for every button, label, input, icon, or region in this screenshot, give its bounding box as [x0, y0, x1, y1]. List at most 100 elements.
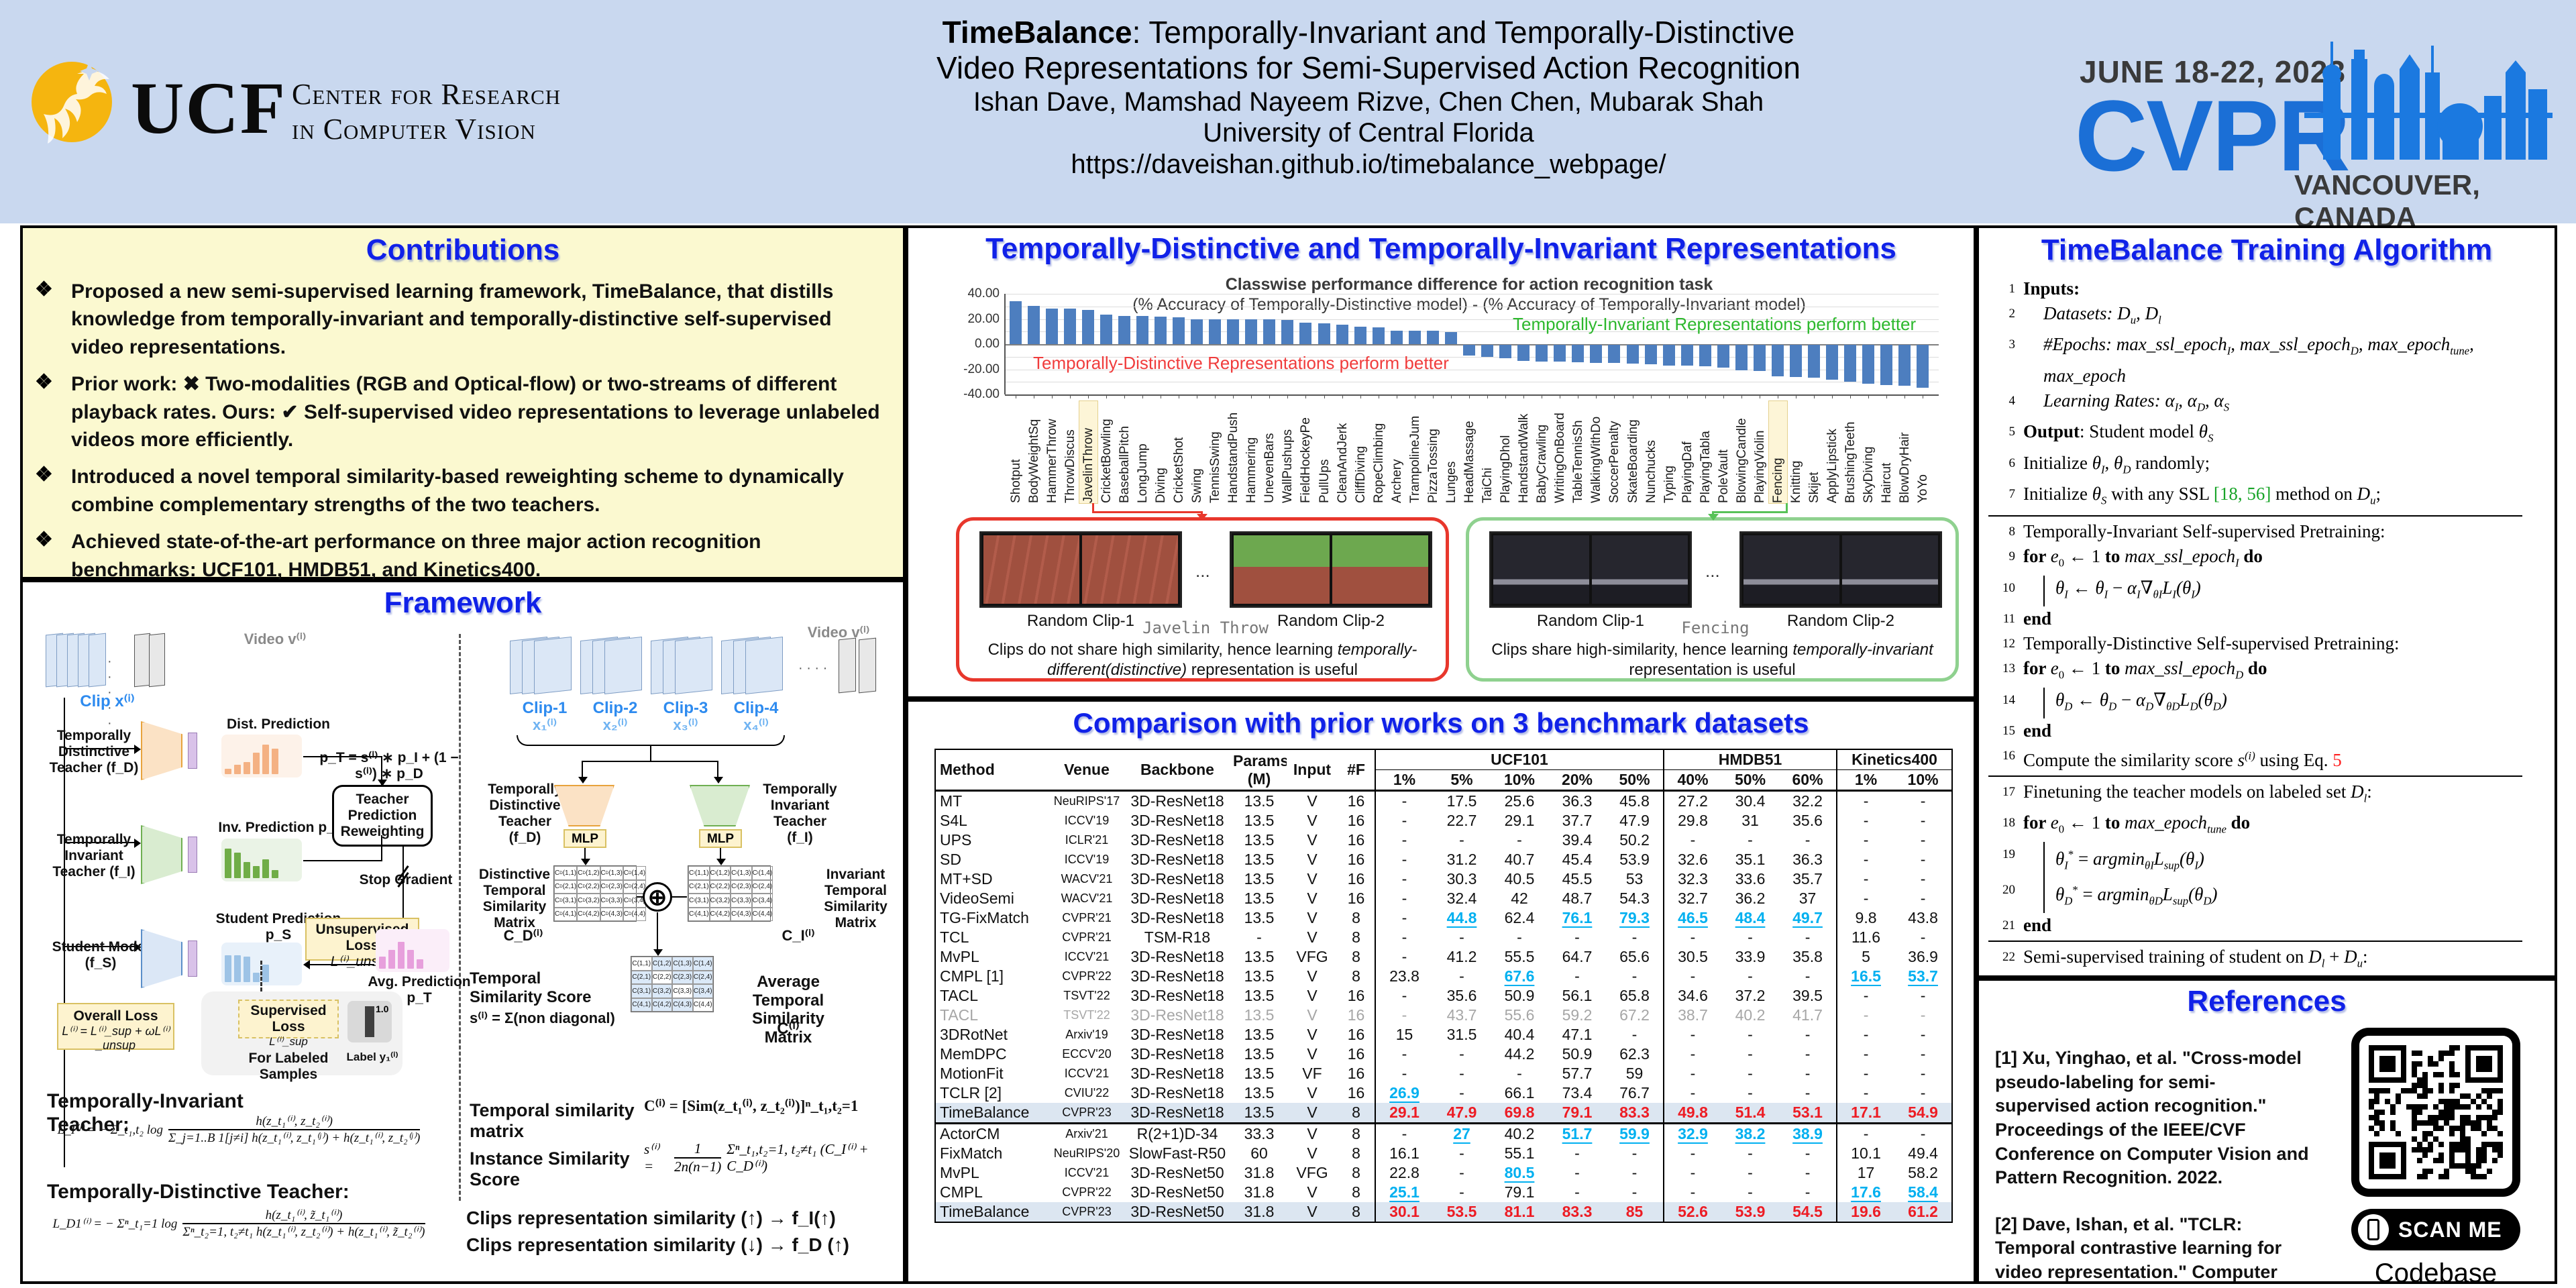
table-cell: -: [1375, 986, 1433, 1006]
reference-item: [2] Dave, Ishan, et al. "TCLR: Temporal …: [1995, 1214, 2282, 1288]
chart-bar: [1063, 308, 1076, 344]
action-label: Fencing: [1681, 619, 1750, 637]
chart-xtick: [1233, 394, 1234, 398]
poster-affiliation: University of Central Florida: [1203, 118, 1534, 148]
table-cell: 30.5: [1663, 947, 1722, 967]
table-row: MT NeuRIPS'17 3D-ResNet18 13.5 V 16-17.5 25.6 3…: [935, 790, 1952, 811]
text-segment: θ: [2092, 452, 2101, 473]
equation-part: 2n(n−1): [674, 1157, 722, 1175]
table-cell: 54.9: [1894, 1103, 1953, 1124]
table-cell: 3D-ResNet18: [1130, 1006, 1224, 1024]
table-cell: 51.4: [1721, 1103, 1780, 1124]
chart-bar: [1554, 345, 1566, 362]
frames-ellipsis: · · · · ·: [107, 654, 112, 731]
text-segment: ✔: [281, 400, 299, 423]
table-cell: 31.8: [1244, 1183, 1275, 1201]
text-segment: θ: [2095, 577, 2104, 598]
text-segment: (i): [2244, 749, 2255, 762]
table-cell: 17.5: [1446, 792, 1477, 810]
table-cell: -: [1375, 790, 1433, 811]
text-segment: ,: [2178, 390, 2188, 411]
pred-bar: [253, 753, 260, 774]
table-cell: 30.3: [1446, 870, 1477, 888]
pred-bar: [234, 765, 241, 774]
overall-loss-box: Overall Loss L⁽ⁱ⁾ = L⁽ⁱ⁾_sup + ωL⁽ⁱ⁾_unsu…: [57, 1003, 174, 1052]
instance-similarity-eq: s⁽ⁱ⁾ = 1 2n(n−1) Σⁿ_t₁,t₂=1, t₂≠t₁ (C_I⁽ⁱ⁾ …: [644, 1140, 892, 1175]
algorithm-line: 10 θI ← θI − αI∇θILI(θI): [1988, 575, 2548, 607]
text-segment: I: [2104, 588, 2108, 601]
table-cell: CVPR'23: [1051, 1202, 1123, 1222]
table-cell: 48.4: [1735, 909, 1766, 926]
text-segment: α: [2127, 577, 2137, 598]
table-cell: 8: [1352, 909, 1360, 926]
matrix-cell: C D (2,3): [600, 879, 623, 894]
table-cell: 36.3: [1562, 792, 1593, 810]
chart-bar: [1517, 345, 1530, 362]
matrix-cell: C(4,2): [651, 998, 672, 1012]
equation-part: Σⁿ_t₁,t₂=1, t₂≠t₁ (C_I⁽ⁱ⁾ + C_D⁽ⁱ⁾): [727, 1141, 869, 1174]
table-cell: -: [1805, 1144, 1811, 1162]
video-label-right: Video v⁽ⁱ⁾: [807, 624, 870, 641]
poster-title-line1: TimeBalance: Temporally-Invariant and Te…: [942, 15, 1795, 50]
text-segment: α: [2187, 390, 2197, 411]
table-cell: -: [1836, 1025, 1895, 1044]
chart-category-label: Archery: [1389, 459, 1404, 503]
matrix-cell: C I (3,4): [751, 894, 773, 908]
contributions-section: Contributions ❖ Proposed a new semi-super…: [20, 225, 906, 581]
chart-ytick: 40.00: [967, 286, 1000, 301]
matrix-cell: C(4,3): [672, 998, 693, 1012]
table-cell: -: [1631, 928, 1638, 946]
text-segment: Prior work:: [71, 373, 183, 396]
text-segment: [18, 56]: [2213, 483, 2271, 504]
text-segment: max_ssl_epoch: [2125, 546, 2236, 567]
chart-category-label: PlayingViolin: [1752, 430, 1767, 503]
table-cell: -: [1920, 1045, 1926, 1063]
chart-category-label: BabyCrawling: [1535, 424, 1550, 503]
text-segment: Two-modalities (RGB and Optical-flow) or…: [71, 373, 837, 423]
references-section: References [1] Xu, Yinghao, et al. "Cros…: [1976, 978, 2557, 1288]
table-cell: 16: [1347, 1065, 1365, 1082]
chart-category-label: HammerThrow: [1044, 419, 1059, 503]
matrix-cell: C I (1,1): [688, 866, 710, 880]
table-cell: 3D-ResNet50: [1130, 1164, 1224, 1181]
ts-score-label: Temporal Similarity Score: [470, 969, 592, 1006]
table-cell: 59.9: [1619, 1125, 1650, 1142]
table-cell: V: [1287, 1202, 1338, 1222]
avg-pred-panel: [376, 929, 449, 972]
arrowhead: [714, 777, 723, 784]
text-segment: :: [2362, 947, 2368, 967]
text-segment: α: [2214, 390, 2224, 411]
equation-part: h(z_t₁⁽ⁱ⁾, z̃_t₁⁽ⁱ⁾): [265, 1208, 343, 1222]
matrix-cell: C I (4,4): [751, 907, 773, 921]
flow-line: [64, 946, 134, 947]
table-cell: 31.2: [1446, 851, 1477, 868]
table-cell: 31.8: [1244, 1164, 1275, 1181]
reference-list: [1] Xu, Yinghao, et al. "Cross-model pse…: [1995, 1046, 2310, 1288]
table-row: TimeBalance CVPR'23 3D-ResNet50 31.8 V 8 30.1 5…: [935, 1202, 1953, 1222]
table-cell: 53.1: [1779, 1103, 1837, 1124]
text-segment: θ: [2055, 577, 2065, 598]
chart-bar: [1463, 345, 1475, 356]
table-cell: 35.1: [1735, 851, 1766, 868]
text-segment: =: [2078, 884, 2098, 905]
matrix-cell: C(2,4): [692, 970, 713, 984]
instance-similarity-label: Instance Similarity Score: [470, 1148, 630, 1190]
text-segment: D: [2357, 483, 2371, 504]
table-cell: V: [1307, 1026, 1318, 1043]
text-segment: do: [2243, 546, 2263, 567]
line-number: 8: [2008, 525, 2016, 539]
project-url[interactable]: https://daveishan.github.io/timebalance_…: [1071, 149, 1666, 179]
table-cell: 32.3: [1663, 869, 1722, 889]
table-cell: V: [1307, 1006, 1318, 1024]
chart-bar: [1790, 345, 1803, 377]
table-cell: 3D-ResNet18: [1130, 792, 1224, 810]
chart-xtick: [1505, 394, 1507, 398]
table-cell: 65.6: [1619, 948, 1650, 965]
matrix-cell: C(1,3): [672, 957, 693, 971]
table-cell: 54.3: [1619, 890, 1650, 907]
table-cell: CVIU'22: [1064, 1086, 1110, 1099]
pred-bar: [417, 959, 423, 969]
chart-category-label: TennisSwing: [1208, 431, 1223, 503]
algorithm-line: 16 Compute the similarity score s(i) usin…: [1988, 743, 2548, 773]
